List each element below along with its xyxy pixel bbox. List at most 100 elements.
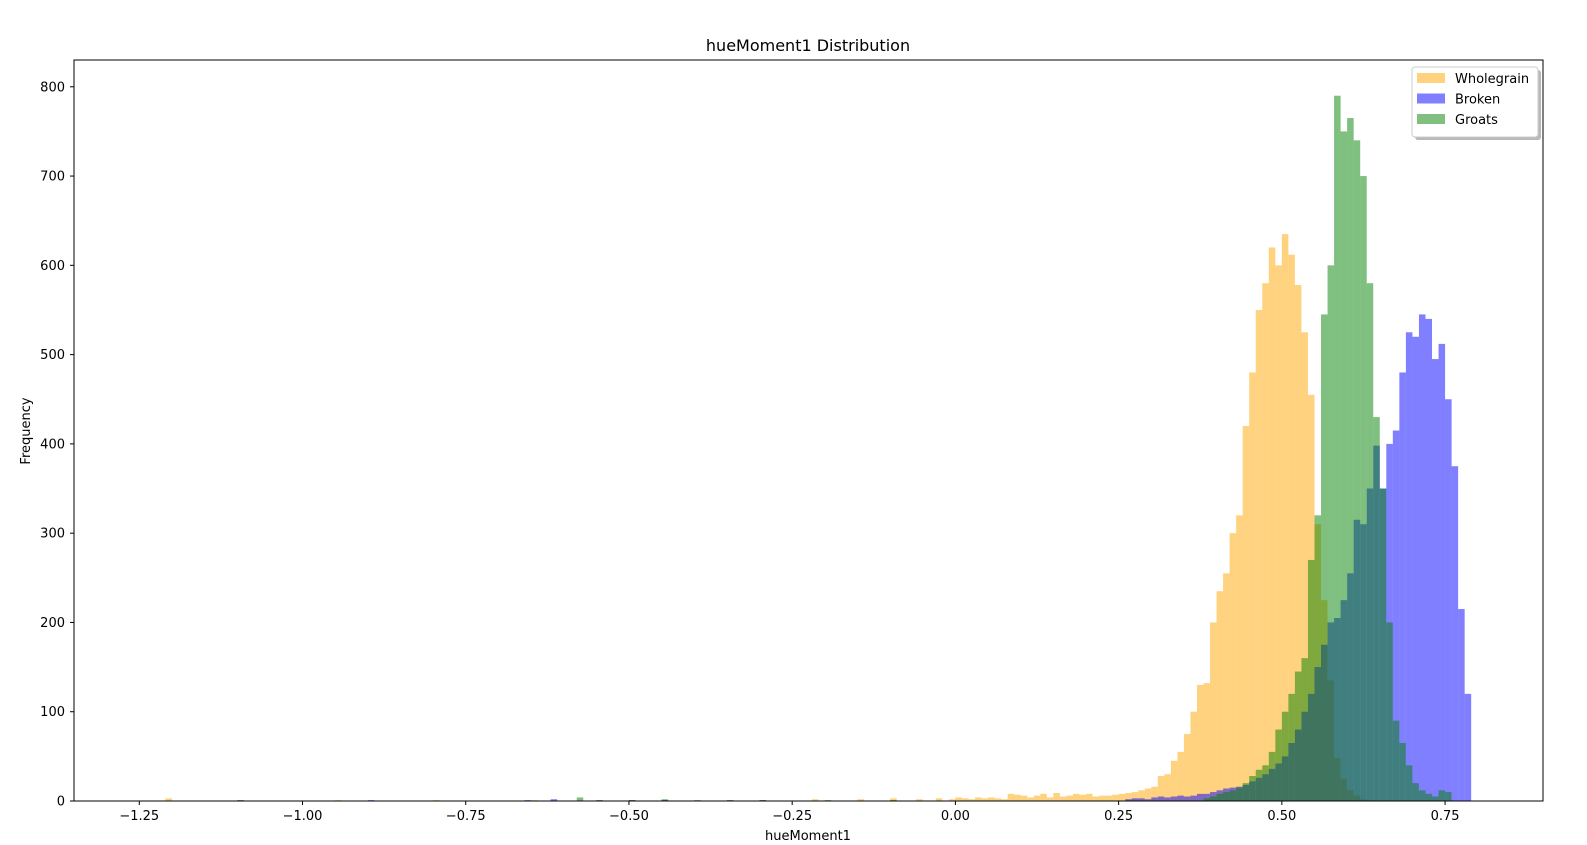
histogram-bar <box>1144 788 1152 801</box>
histogram-bar <box>974 797 982 801</box>
histogram-bar <box>961 798 969 801</box>
histogram-bar <box>1458 609 1465 801</box>
histogram-bar <box>1216 591 1224 801</box>
x-tick-label: −0.50 <box>609 809 649 824</box>
x-tick-label: 0.25 <box>1104 809 1133 824</box>
histogram-bar <box>1236 515 1243 801</box>
histogram-bar <box>1255 309 1263 801</box>
histogram-bar <box>1405 765 1413 801</box>
histogram-bar <box>1386 443 1393 801</box>
histogram-bar <box>1131 798 1139 801</box>
histogram-bar <box>1418 790 1426 801</box>
histogram-bar <box>1379 488 1387 801</box>
y-tick-label: 800 <box>40 80 65 95</box>
histogram-bar <box>1281 234 1289 802</box>
histogram-bar <box>1366 283 1374 801</box>
histogram-bar <box>1001 799 1008 801</box>
y-axis-ticks: 0 100 200 300 400 500 600 700 800 <box>40 80 74 810</box>
histogram-bar <box>1438 343 1446 801</box>
histogram-bar <box>1360 176 1367 801</box>
histogram-bar <box>1014 794 1021 801</box>
y-tick-label: 400 <box>40 437 65 452</box>
histogram-bar <box>1066 795 1073 801</box>
y-tick-label: 300 <box>40 527 65 542</box>
histogram-bar <box>1242 783 1250 801</box>
histogram-bar <box>1183 796 1191 801</box>
histogram-bar <box>1255 769 1263 801</box>
histogram-bar <box>1079 794 1086 801</box>
histogram-bar <box>988 797 995 801</box>
histogram-bar <box>1249 372 1256 801</box>
histogram-bars <box>165 95 1472 802</box>
histogram-bar <box>1301 658 1308 801</box>
histogram-bar <box>1425 318 1433 801</box>
histogram-bar <box>935 798 943 801</box>
histogram-bar <box>1170 760 1178 801</box>
histogram-bar <box>1242 426 1250 801</box>
histogram-bar <box>1445 792 1452 801</box>
histogram-bar <box>1190 795 1197 801</box>
histogram-bar <box>1223 792 1230 801</box>
histogram-bar <box>1138 790 1145 801</box>
histogram-bar <box>955 797 962 801</box>
histogram-bar <box>1294 284 1302 802</box>
histogram-bar <box>1059 796 1067 801</box>
histogram-bar <box>890 798 897 801</box>
legend-swatch <box>1417 93 1445 104</box>
histogram-bar <box>1203 793 1211 801</box>
series-wholegrain <box>165 234 1374 802</box>
histogram-bar <box>1288 693 1295 801</box>
histogram-bar <box>1347 118 1354 801</box>
histogram-bar <box>1151 786 1158 801</box>
series-groats <box>576 95 1452 802</box>
histogram-bar <box>1210 796 1217 801</box>
histogram-bar <box>165 798 172 801</box>
y-tick-label: 0 <box>57 795 65 810</box>
chart-title: hueMoment1 Distribution <box>706 36 910 55</box>
histogram-bar <box>1392 430 1400 801</box>
histogram-bar <box>1249 776 1256 801</box>
histogram-bar <box>1432 796 1439 801</box>
histogram-bar <box>1451 466 1459 801</box>
histogram-bar <box>1020 795 1028 801</box>
histogram-bar <box>1229 533 1237 801</box>
histogram-bar <box>1085 793 1093 801</box>
histogram-bar <box>1399 742 1406 801</box>
legend: Wholegrain Broken Groats <box>1411 66 1541 140</box>
histogram-bar <box>994 798 1002 801</box>
histogram-bar <box>1373 417 1380 801</box>
histogram-bar <box>1268 247 1276 802</box>
histogram-bar <box>550 799 558 801</box>
x-axis-label: hueMoment1 <box>765 829 851 844</box>
y-tick-label: 700 <box>40 170 65 185</box>
histogram-bar <box>1281 711 1289 801</box>
histogram-bar <box>1157 776 1165 801</box>
histogram-bar <box>916 799 923 801</box>
histogram-bar <box>1353 140 1361 802</box>
histogram-bar <box>1105 795 1113 801</box>
y-tick-label: 600 <box>40 259 65 274</box>
histogram-bar <box>1203 798 1211 801</box>
histogram-bar <box>1040 793 1047 801</box>
histogram-bar <box>1164 797 1171 801</box>
histogram-bar <box>1294 671 1302 801</box>
y-tick-label: 200 <box>40 616 65 631</box>
legend-label: Broken <box>1455 93 1500 108</box>
x-tick-label: −1.00 <box>283 809 323 824</box>
x-tick-label: −0.25 <box>772 809 812 824</box>
histogram-bar <box>1438 790 1446 801</box>
histogram-bar <box>1125 799 1132 801</box>
histogram-bar <box>1196 793 1204 801</box>
histogram-bar <box>1340 131 1348 802</box>
histogram-bar <box>1288 254 1295 801</box>
histogram-bar <box>1314 515 1322 801</box>
histogram-bar <box>1386 622 1393 801</box>
histogram-bar <box>1177 751 1184 801</box>
histogram-bar <box>1464 693 1472 801</box>
histogram-bar <box>1399 372 1406 801</box>
histogram-bar <box>1275 729 1282 801</box>
y-tick-label: 100 <box>40 705 65 720</box>
histogram-bar <box>1223 573 1230 801</box>
histogram-bar <box>1405 332 1413 801</box>
